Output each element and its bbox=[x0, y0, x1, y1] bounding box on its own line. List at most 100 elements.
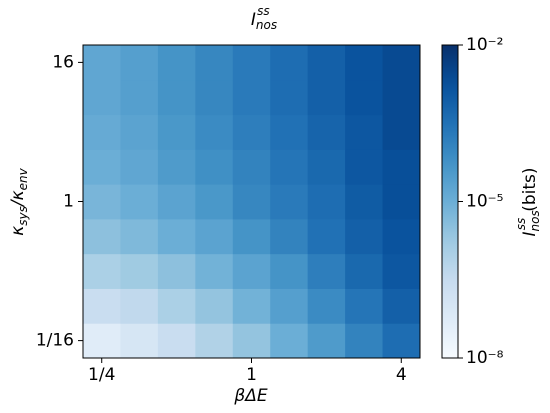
heatmap-cell bbox=[195, 253, 234, 289]
heatmap-cell bbox=[307, 45, 346, 81]
heatmap-cell bbox=[157, 288, 196, 324]
heatmap-cell bbox=[270, 323, 309, 359]
heatmap-cell bbox=[157, 323, 196, 359]
heatmap-cell bbox=[83, 114, 121, 150]
heatmap-cell bbox=[345, 253, 384, 289]
heatmap-cell bbox=[83, 218, 121, 255]
heatmap-cell bbox=[307, 253, 346, 289]
heatmap-cell bbox=[120, 253, 159, 289]
heatmap-cell bbox=[120, 114, 159, 150]
heatmap-cell bbox=[83, 45, 121, 81]
heatmap-cell bbox=[270, 253, 309, 289]
heatmap-cell bbox=[120, 323, 159, 359]
heatmap-cell bbox=[382, 253, 421, 289]
heatmap-cell bbox=[157, 149, 196, 185]
title-main: I bbox=[251, 10, 256, 30]
heatmap-cell bbox=[195, 79, 234, 116]
heatmap-cell bbox=[382, 184, 421, 220]
heatmap-cell bbox=[232, 114, 271, 150]
colorbar-label: Inosss (bits) bbox=[514, 167, 542, 236]
heatmap-cell bbox=[382, 149, 421, 185]
y-tick-label: 1/16 bbox=[36, 331, 74, 351]
heatmap-cell bbox=[270, 184, 309, 220]
heatmap-cell bbox=[120, 218, 159, 255]
heatmap-cell bbox=[307, 149, 346, 185]
heatmap-cell bbox=[120, 149, 159, 185]
heatmap-cell bbox=[270, 288, 309, 324]
heatmap-cell bbox=[232, 253, 271, 289]
colorbar-tick-label: 10⁻² bbox=[466, 35, 503, 55]
y-label-sub: sys bbox=[16, 206, 30, 226]
heatmap-cell bbox=[382, 218, 421, 255]
heatmap-cell bbox=[345, 149, 384, 185]
heatmap-cell bbox=[345, 114, 384, 150]
heatmap-cell bbox=[270, 149, 309, 185]
heatmap-cell bbox=[157, 114, 196, 150]
heatmap-cell bbox=[120, 184, 159, 220]
cb-label-unit: (bits) bbox=[520, 167, 540, 211]
heatmap-cell bbox=[83, 149, 121, 185]
cb-label-main: I bbox=[520, 232, 540, 237]
x-tick-label: 4 bbox=[396, 365, 407, 385]
heatmap-cell bbox=[345, 184, 384, 220]
x-tick-label: 1/4 bbox=[88, 365, 115, 385]
heatmap-cell bbox=[270, 79, 309, 116]
heatmap-cell bbox=[195, 114, 234, 150]
heatmap-cell bbox=[195, 218, 234, 255]
chart-title: Inosss bbox=[251, 4, 277, 32]
heatmap-cell bbox=[345, 323, 384, 359]
heatmap-cell bbox=[157, 45, 196, 81]
x-axis-label: βΔE bbox=[233, 386, 267, 406]
heatmap-cell bbox=[195, 149, 234, 185]
heatmap-cell bbox=[195, 323, 234, 359]
heatmap-cell bbox=[382, 79, 421, 116]
heatmap-cell bbox=[83, 323, 121, 359]
heatmap-cell bbox=[270, 218, 309, 255]
heatmap-cell bbox=[195, 184, 234, 220]
heatmap-cell bbox=[195, 288, 234, 324]
x-tick-label: 1 bbox=[246, 365, 257, 385]
heatmap-cell bbox=[307, 218, 346, 255]
heatmap-cell bbox=[345, 79, 384, 116]
y-label-main: κ bbox=[8, 226, 28, 236]
heatmap-cell bbox=[157, 184, 196, 220]
heatmap-cell bbox=[157, 218, 196, 255]
heatmap-cell bbox=[307, 79, 346, 116]
colorbar bbox=[441, 44, 459, 359]
heatmap-cell bbox=[83, 253, 121, 289]
y-axis-label: κsys/κenv bbox=[8, 167, 30, 235]
heatmap-cell bbox=[120, 288, 159, 324]
title-sub: nos bbox=[256, 18, 277, 32]
heatmap-cell bbox=[270, 114, 309, 150]
cb-label-sup: ss bbox=[514, 218, 528, 231]
y-tick-label: 16 bbox=[52, 52, 74, 72]
heatmap-cell bbox=[232, 79, 271, 116]
colorbar-tick-label: 10⁻⁵ bbox=[466, 192, 503, 212]
heatmap-cell bbox=[232, 184, 271, 220]
heatmap-cell bbox=[232, 149, 271, 185]
heatmap-cell bbox=[120, 79, 159, 116]
heatmap-cell bbox=[232, 288, 271, 324]
colorbar-tick-label: 10⁻⁸ bbox=[466, 348, 504, 368]
heatmap-cell bbox=[345, 218, 384, 255]
heatmap-cell bbox=[120, 45, 159, 81]
heatmap-cell bbox=[83, 79, 121, 116]
heatmap-cell bbox=[307, 184, 346, 220]
heatmap-cell bbox=[195, 45, 234, 81]
heatmap-cell bbox=[232, 218, 271, 255]
cb-label-sub: nos bbox=[528, 210, 542, 231]
heatmap-cell bbox=[382, 45, 421, 81]
heatmap-cell bbox=[157, 79, 196, 116]
heatmap-cell bbox=[232, 323, 271, 359]
y-label-sub2: env bbox=[16, 167, 30, 190]
heatmap-cell bbox=[382, 323, 421, 359]
heatmap-cell bbox=[382, 114, 421, 150]
title-sup: ss bbox=[257, 4, 270, 18]
heatmap-cell bbox=[83, 184, 121, 220]
heatmap-cell bbox=[382, 288, 421, 324]
heatmap-cell bbox=[307, 114, 346, 150]
heatmap-cell bbox=[270, 45, 309, 81]
heatmap-cell bbox=[307, 288, 346, 324]
heatmap-cell bbox=[345, 288, 384, 324]
